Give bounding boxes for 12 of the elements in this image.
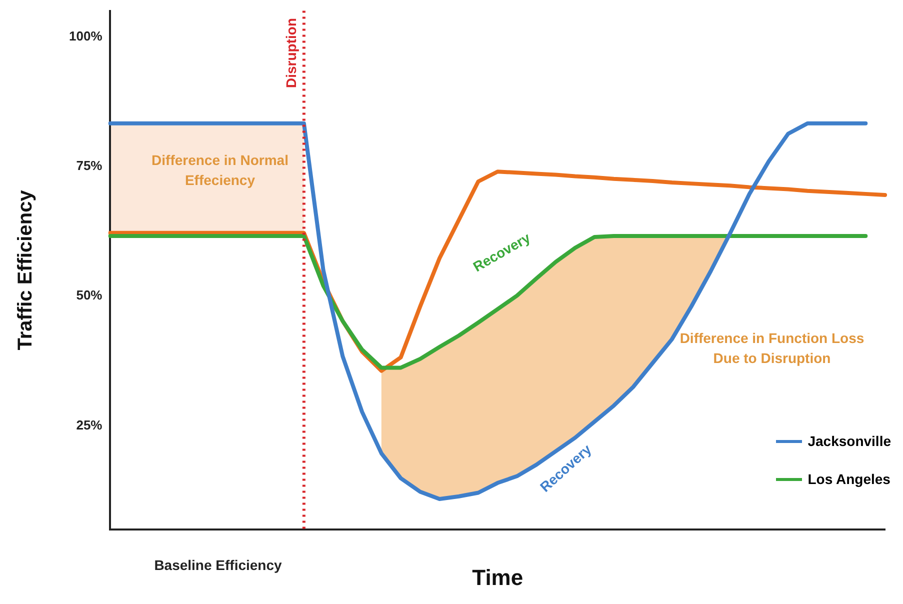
y-tick-label: 50% [76,288,103,303]
legend-label: Jacksonville [808,433,891,449]
y-axis-title: Traffic Efficiency [14,189,37,350]
y-tick-label: 100% [69,28,103,44]
y-tick-label: 25% [76,417,103,432]
annotation: Difference in Normal Effeciency [150,151,290,190]
annotation: Disruption [282,18,300,88]
legend-label: Los Angeles [808,471,890,487]
annotation: Difference in Function Loss Due to Disruption [678,329,866,368]
x-axis-title: Time [472,564,524,590]
y-tick-label: 75% [76,158,103,174]
text: Baseline Efficiency [154,556,282,575]
